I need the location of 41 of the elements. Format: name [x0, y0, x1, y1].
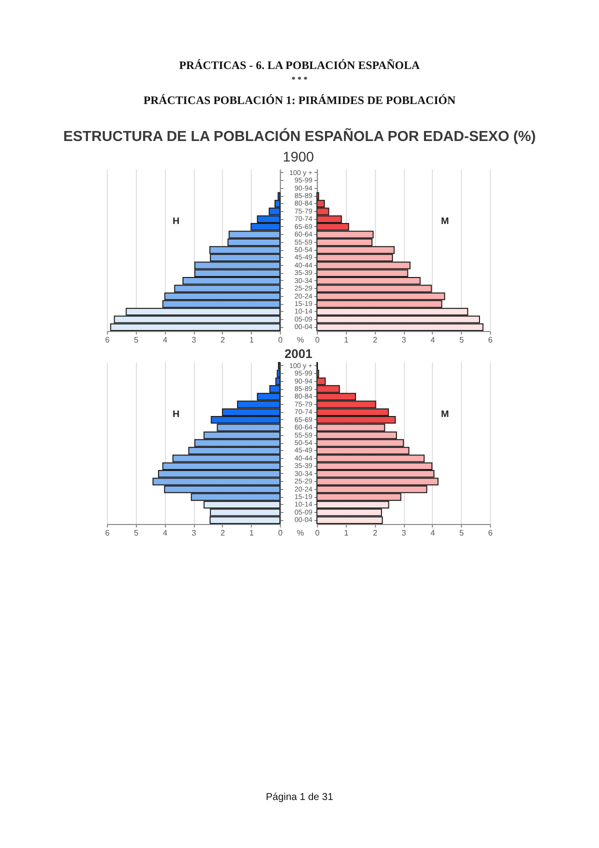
x-axis-title: %: [296, 336, 304, 344]
x-axis-title: %: [296, 528, 304, 538]
x-tick-label: 5: [134, 528, 139, 538]
text: H: [172, 408, 180, 420]
text: PRÁCTICAS - 6. LA POBLACIÓN ESPAÑOLA: [179, 59, 421, 72]
text: ESTRUCTURA DE LA POBLACIÓN ESPAÑOLA POR EDAD-SEXO (%): [63, 128, 536, 145]
chart-subtitle: 2001: [284, 346, 312, 361]
x-tick-label: 6: [105, 336, 110, 344]
x-tick-label: 3: [192, 336, 197, 344]
text: H: [172, 216, 180, 227]
x-tick-label: 5: [459, 336, 464, 344]
x-tick-label: 1: [249, 336, 254, 344]
chart-subtitle: 1900: [282, 148, 314, 164]
text: PRÁCTICAS POBLACIÓN 1: PIRÁMIDES DE POBLACIÓN: [143, 94, 456, 107]
x-tick-label: 5: [459, 528, 464, 538]
x-tick-label: 0: [315, 336, 320, 344]
x-tick-label: 3: [402, 336, 407, 344]
x-tick-label: 4: [430, 336, 436, 344]
x-tick-label: 0: [278, 336, 284, 344]
text: * * *: [292, 75, 308, 84]
text: M: [440, 408, 449, 420]
x-tick-label: 4: [430, 528, 436, 538]
text: M: [440, 216, 449, 227]
x-tick-label: 0: [278, 528, 284, 538]
x-tick-label: 1: [249, 528, 254, 538]
x-tick-label: 1: [344, 528, 349, 538]
x-tick-label: 6: [488, 336, 494, 344]
x-tick-label: 2: [372, 336, 378, 344]
text: Página 1 de 31: [266, 792, 334, 803]
x-tick-label: 2: [372, 528, 378, 538]
x-tick-label: 2: [220, 528, 226, 538]
x-tick-label: 6: [105, 528, 110, 538]
x-tick-label: 3: [402, 528, 407, 538]
x-tick-label: 4: [162, 336, 168, 344]
x-tick-label: 5: [134, 336, 139, 344]
x-tick-label: 3: [192, 528, 197, 538]
x-tick-label: 6: [488, 528, 494, 538]
x-tick-label: 0: [315, 528, 320, 538]
x-tick-label: 4: [162, 528, 168, 538]
x-tick-label: 1: [344, 336, 349, 344]
x-tick-label: 2: [220, 336, 226, 344]
